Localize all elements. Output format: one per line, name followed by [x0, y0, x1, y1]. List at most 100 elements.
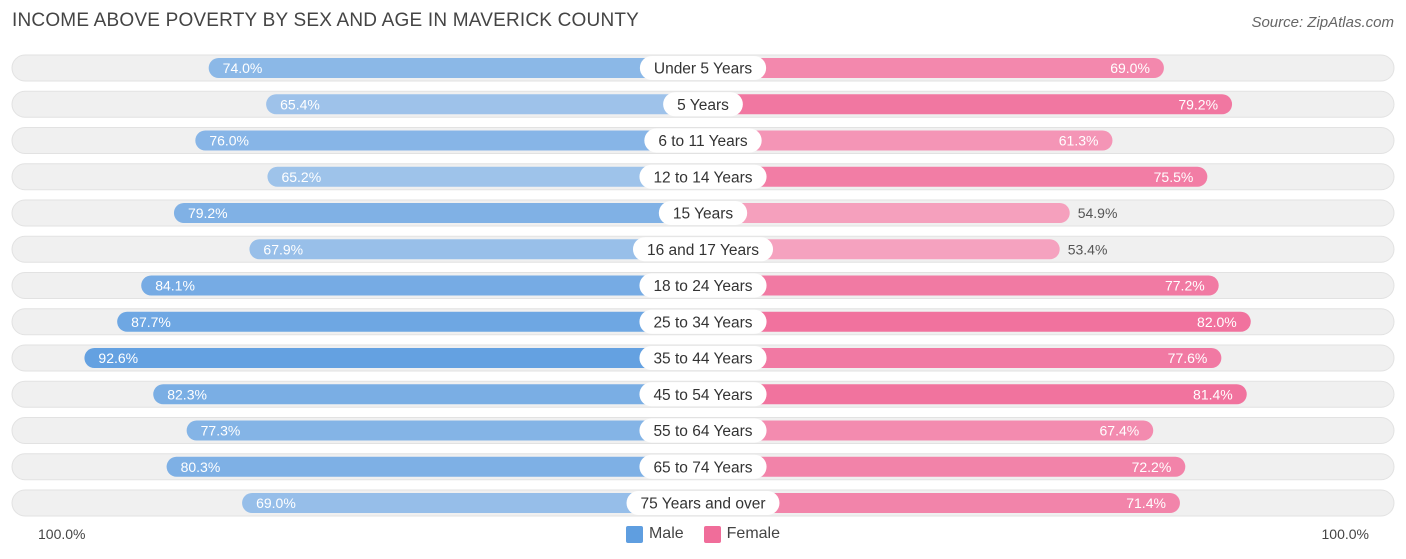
male-value-label: 76.0% — [209, 133, 249, 149]
legend-item-male[interactable]: Male — [625, 525, 684, 543]
row-12: 69.0% 71.4% 75 Years and over — [11, 489, 1395, 517]
row-8: 92.6% 77.6% 35 to 44 Years — [11, 344, 1395, 372]
female-value-label: 54.9% — [1078, 205, 1118, 221]
female-bar — [703, 130, 1113, 151]
female-bar — [703, 275, 1219, 296]
category-label: 15 Years — [673, 206, 734, 223]
bar-chart: 74.0% 69.0% Under 5 Years 65.4% 79.2% 5 Years… — [11, 54, 1395, 517]
legend-item-female[interactable]: Female — [703, 525, 781, 543]
male-value-label: 82.3% — [167, 386, 207, 402]
female-bar — [703, 420, 1154, 441]
category-pill — [639, 309, 767, 334]
male-bar — [266, 94, 703, 115]
female-value-label: 82.0% — [1197, 314, 1237, 330]
female-value-label: 77.6% — [1168, 350, 1208, 366]
male-bar — [208, 58, 703, 78]
female-value-label: 79.2% — [1178, 96, 1218, 112]
female-value-label: 81.4% — [1193, 386, 1233, 402]
category-label: 16 and 17 Years — [647, 242, 759, 259]
female-value-label: 72.2% — [1132, 459, 1172, 475]
male-value-label: 74.0% — [223, 60, 263, 76]
female-value-label: 71.4% — [1126, 495, 1166, 511]
female-value-label: 69.0% — [1110, 60, 1150, 76]
category-pill — [658, 201, 748, 225]
category-label: Under 5 Years — [654, 61, 752, 78]
category-label: 25 to 34 Years — [653, 314, 752, 331]
male-value-label: 65.2% — [281, 169, 321, 185]
category-label: 5 Years — [677, 97, 729, 114]
row-6: 84.1% 77.2% 18 to 24 Years — [11, 272, 1395, 299]
row-3: 65.2% 75.5% 12 to 14 Years — [11, 163, 1395, 191]
legend-label-male: Male — [648, 525, 684, 542]
male-value-label: 80.3% — [181, 459, 221, 475]
female-value-label: 75.5% — [1154, 169, 1194, 185]
category-pill — [663, 92, 743, 117]
category-pill — [639, 382, 767, 407]
male-bar — [186, 420, 704, 441]
male-value-label: 69.0% — [256, 495, 296, 511]
source-credit: Source: ZipAtlas.com — [1251, 14, 1394, 31]
female-bar — [703, 58, 1164, 78]
category-pill — [626, 491, 780, 515]
male-value-label: 84.1% — [155, 278, 195, 294]
row-10: 77.3% 67.4% 55 to 64 Years — [11, 417, 1395, 444]
category-label: 45 to 54 Years — [653, 387, 752, 404]
chart-title: INCOME ABOVE POVERTY BY SEX AND AGE IN M… — [12, 10, 640, 31]
axis-right-label: 100.0% — [1321, 526, 1369, 542]
male-bar — [84, 348, 703, 368]
female-bar — [703, 166, 1208, 187]
legend-swatch-male — [625, 525, 643, 543]
category-label: 65 to 74 Years — [653, 459, 752, 476]
legend: Male Female — [0, 525, 1406, 543]
male-bar — [117, 311, 703, 332]
male-value-label: 67.9% — [263, 241, 303, 257]
category-pill — [632, 237, 774, 262]
category-pill — [644, 128, 762, 153]
category-label: 75 Years and over — [641, 496, 766, 513]
category-pill — [639, 56, 767, 80]
male-bar — [173, 203, 704, 223]
row-2: 76.0% 61.3% 6 to 11 Years — [11, 127, 1395, 154]
row-1: 65.4% 79.2% 5 Years — [11, 90, 1395, 118]
category-pill — [639, 346, 767, 370]
category-pill — [639, 273, 767, 298]
category-pill — [639, 418, 767, 443]
female-bar — [703, 203, 1070, 223]
female-bar — [703, 456, 1186, 477]
category-label: 35 to 44 Years — [653, 351, 752, 368]
female-value-label: 67.4% — [1100, 423, 1140, 439]
female-bar — [703, 348, 1222, 368]
category-label: 6 to 11 Years — [658, 133, 748, 150]
male-bar — [242, 493, 703, 513]
female-value-label: 61.3% — [1059, 133, 1099, 149]
male-bar — [267, 166, 703, 187]
row-7: 87.7% 82.0% 25 to 34 Years — [11, 308, 1395, 336]
row-0: 74.0% 69.0% Under 5 Years — [11, 54, 1395, 82]
row-9: 82.3% 81.4% 45 to 54 Years — [11, 380, 1395, 408]
category-label: 12 to 14 Years — [653, 169, 752, 186]
male-bar — [249, 239, 704, 260]
category-label: 18 to 24 Years — [653, 278, 752, 295]
male-bar — [166, 456, 703, 477]
category-pill — [639, 454, 767, 479]
female-value-label: 53.4% — [1068, 241, 1108, 257]
male-bar — [153, 384, 704, 405]
category-label: 55 to 64 Years — [653, 423, 752, 440]
male-value-label: 77.3% — [201, 423, 241, 439]
female-bar — [703, 239, 1060, 260]
category-pill — [639, 164, 767, 189]
row-5: 67.9% 53.4% 16 and 17 Years — [11, 235, 1395, 263]
male-value-label: 92.6% — [98, 350, 138, 366]
male-bar — [141, 275, 703, 296]
male-bar — [195, 130, 703, 151]
male-value-label: 87.7% — [131, 314, 171, 330]
female-bar — [703, 384, 1247, 405]
axis-left-label: 100.0% — [38, 526, 86, 542]
row-4: 79.2% 54.9% 15 Years — [11, 199, 1395, 227]
row-11: 80.3% 72.2% 65 to 74 Years — [11, 453, 1395, 481]
female-bar — [703, 493, 1180, 513]
legend-label-female: Female — [726, 525, 781, 542]
female-bar — [703, 311, 1251, 332]
legend-swatch-female — [703, 525, 721, 543]
female-bar — [703, 94, 1233, 115]
